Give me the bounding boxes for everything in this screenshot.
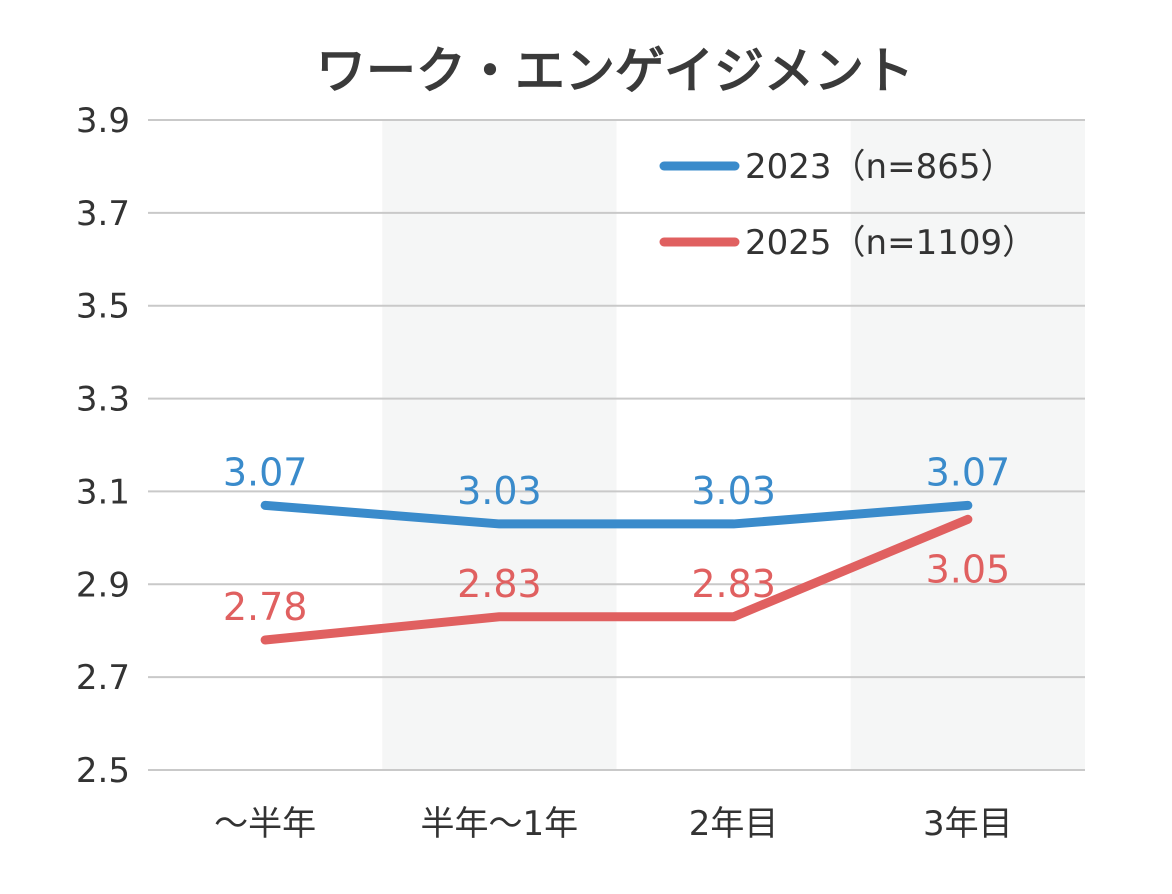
data-label: 3.07 <box>926 450 1011 494</box>
data-label: 2.83 <box>457 562 542 606</box>
y-tick-label: 3.5 <box>76 287 130 327</box>
y-tick-label: 3.1 <box>76 472 130 512</box>
data-label: 2.78 <box>223 585 308 629</box>
data-labels: 3.07 3.03 3.03 3.07 2.78 2.83 2.83 3.05 <box>223 450 1010 629</box>
x-category-label: 〜半年 <box>214 804 316 844</box>
y-tick-label: 3.7 <box>76 194 130 234</box>
legend-label: 2023（n=865） <box>745 147 1014 187</box>
chart-title: ワーク・エンゲイジメント <box>316 42 914 100</box>
gridlines <box>148 119 1085 771</box>
data-label: 3.03 <box>457 469 542 513</box>
x-axis-categories: 〜半年 半年〜1年 2年目 3年目 <box>214 804 1013 844</box>
data-label: 3.03 <box>691 469 776 513</box>
data-label: 3.07 <box>223 450 308 494</box>
shaded-band <box>850 120 1085 770</box>
shaded-band <box>382 120 617 770</box>
legend-label: 2025（n=1109） <box>745 223 1036 263</box>
y-tick-label: 2.5 <box>76 751 130 791</box>
y-axis-ticks: 2.5 2.7 2.9 3.1 3.3 3.5 3.7 3.9 <box>76 101 130 791</box>
x-category-label: 3年目 <box>923 804 1013 844</box>
series-line-0 <box>260 500 973 529</box>
y-tick-label: 3.3 <box>76 380 130 420</box>
series-line-1 <box>260 514 973 645</box>
y-tick-label: 3.9 <box>76 101 130 141</box>
x-category-label: 2年目 <box>689 804 779 844</box>
x-category-label: 半年〜1年 <box>421 804 579 844</box>
y-tick-label: 2.7 <box>76 658 130 698</box>
legend: 2023（n=865） 2025（n=1109） <box>659 147 1036 263</box>
y-tick-label: 2.9 <box>76 565 130 605</box>
series-lines <box>260 500 973 645</box>
data-label: 3.05 <box>926 547 1011 591</box>
shaded-bands <box>382 120 1085 770</box>
data-label: 2.83 <box>691 562 776 606</box>
